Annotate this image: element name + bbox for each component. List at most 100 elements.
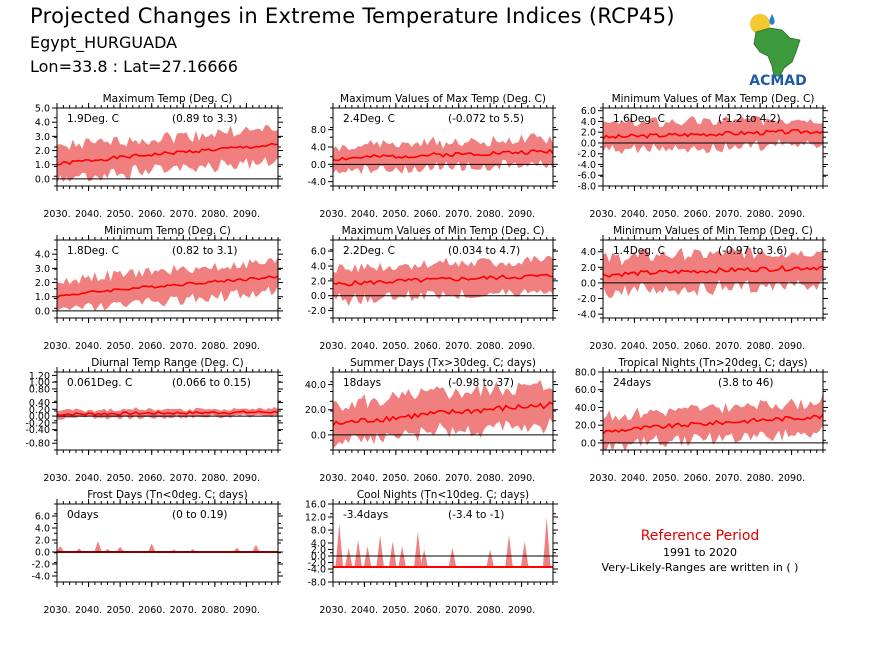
x-tick-label: 2080. xyxy=(201,209,228,220)
value-label: 24days xyxy=(613,377,651,389)
acmad-logo: ACMAD xyxy=(749,14,807,88)
median-line xyxy=(332,148,554,162)
x-tick-label: 2050. xyxy=(382,341,409,352)
x-tick-label: 2060. xyxy=(684,209,711,220)
y-tick-label: 1.00 xyxy=(29,378,50,389)
value-label: 0days xyxy=(67,509,98,521)
spike-mark xyxy=(56,546,64,552)
spike-mark xyxy=(344,547,353,568)
y-tick-label: 0.00 xyxy=(29,412,50,423)
spike-mark xyxy=(505,534,513,568)
chart-panel-9: 0.0 20.0 40.0 60.0 80.0 2030. 2040. 2050. 2060. 2… xyxy=(575,357,828,484)
y-tick-label: -0.40 xyxy=(25,425,50,436)
y-tick-label: 6.0 xyxy=(581,106,596,117)
spike-mark xyxy=(335,523,344,568)
y-tick-label: -8.0 xyxy=(307,578,326,589)
chart-title: Minimum Values of Max Temp (Deg. C) xyxy=(612,93,815,105)
water-drop-icon xyxy=(769,14,775,25)
value-label: 1.6Deg. C xyxy=(613,113,665,125)
y-tick-label: 0.0 xyxy=(311,552,326,563)
y-tick-label: 0.0 xyxy=(35,548,50,559)
chart-title: Tropical Nights (Tn>20deg. C; days) xyxy=(617,357,807,369)
x-tick-label: 2070. xyxy=(445,341,472,352)
station-name: Egypt_HURGUADA xyxy=(30,33,178,52)
y-tick-label: 2.0 xyxy=(581,128,596,139)
chart-panel-1: 0.0 1.0 2.0 3.0 4.0 5.0 2030. 2040. 2050. 2060. 20… xyxy=(35,93,283,220)
x-tick-label: 2080. xyxy=(747,341,774,352)
chart-panel-8: 0.0 20.0 40.0 2030. 2040. 2050. 2060. 2070. 2080… xyxy=(305,357,558,484)
y-tick-label: 0.0 xyxy=(311,430,326,441)
y-tick-label: 3.0 xyxy=(35,264,50,275)
x-tick-label: 2040. xyxy=(621,341,648,352)
y-tick-label: -2.0 xyxy=(31,560,50,571)
x-tick-label: 2030. xyxy=(589,473,616,484)
y-tick-label: 4.0 xyxy=(581,117,596,128)
y-tick-label: 20.0 xyxy=(305,405,326,416)
x-tick-label: 2070. xyxy=(715,341,742,352)
chart-title: Maximum Temp (Deg. C) xyxy=(103,93,233,105)
y-tick-label: 60.0 xyxy=(575,385,596,396)
y-tick-label: -4.0 xyxy=(577,160,596,171)
logo-text: ACMAD xyxy=(749,73,807,88)
x-tick-label: 2080. xyxy=(477,605,504,616)
x-tick-label: 2080. xyxy=(477,209,504,220)
y-tick-label: 0.0 xyxy=(35,306,50,317)
x-tick-label: 2090. xyxy=(233,341,260,352)
x-tick-label: 2060. xyxy=(414,341,441,352)
y-tick-label: 4.0 xyxy=(35,118,50,129)
x-tick-label: 2030. xyxy=(43,473,70,484)
x-tick-label: 2030. xyxy=(319,605,346,616)
reference-period-note: Very-Likely-Ranges are written in ( ) xyxy=(601,561,799,574)
median-line xyxy=(602,128,824,140)
x-tick-label: 2040. xyxy=(621,209,648,220)
y-tick-label: 4.0 xyxy=(35,524,50,535)
y-tick-label: 4.0 xyxy=(311,539,326,550)
x-tick-label: 2040. xyxy=(75,605,102,616)
x-tick-label: 2050. xyxy=(652,341,679,352)
spike-mark xyxy=(354,539,362,568)
chart-panel-2: -4.0 0.0 4.0 8.0 2030. 2040. 2050. 2060. 2070. 20… xyxy=(307,93,558,220)
y-tick-label: 2.0 xyxy=(311,545,326,556)
reference-period-years: 1991 to 2020 xyxy=(662,546,738,559)
x-tick-label: 2050. xyxy=(107,341,134,352)
range-label: (-0.98 to 37) xyxy=(448,377,514,389)
x-tick-label: 2060. xyxy=(138,209,165,220)
spike-mark xyxy=(363,546,372,568)
x-tick-label: 2080. xyxy=(477,341,504,352)
y-tick-label: 20.0 xyxy=(575,421,596,432)
y-tick-label: 2.0 xyxy=(581,263,596,274)
y-tick-label: 2.0 xyxy=(35,278,50,289)
y-tick-label: 3.0 xyxy=(35,132,50,143)
chart-title: Maximum Values of Min Temp (Deg. C) xyxy=(342,225,545,237)
y-tick-label: -0.20 xyxy=(25,418,50,429)
sun-icon xyxy=(750,14,770,34)
x-tick-label: 2060. xyxy=(138,341,165,352)
range-band xyxy=(333,379,553,449)
value-label: 2.2Deg. C xyxy=(343,245,395,257)
chart-panel-11: -8.0 -4.0-2.00.02.04.0 8.0 12.0 16.0 2030. 204… xyxy=(305,489,558,616)
spike-mark xyxy=(486,549,494,568)
y-tick-label: 8.0 xyxy=(311,526,326,537)
y-tick-label: 4.0 xyxy=(311,143,326,154)
value-label: 1.9Deg. C xyxy=(67,113,119,125)
x-tick-label: 2090. xyxy=(508,605,535,616)
x-tick-label: 2030. xyxy=(589,341,616,352)
x-tick-label: 2040. xyxy=(75,209,102,220)
y-tick-label: 2.0 xyxy=(35,536,50,547)
x-tick-label: 2050. xyxy=(107,209,134,220)
x-tick-label: 2050. xyxy=(652,209,679,220)
chart-panel-4: 0.0 1.0 2.0 3.0 4.0 2030. 2040. 2050. 2060. 2070.… xyxy=(35,225,283,352)
y-tick-label: 0.0 xyxy=(581,438,596,449)
figure-header: Projected Changes in Extreme Temperature… xyxy=(0,0,879,90)
x-tick-label: 2060. xyxy=(414,209,441,220)
x-tick-label: 2070. xyxy=(445,605,472,616)
median-line xyxy=(602,413,824,435)
x-tick-label: 2050. xyxy=(652,473,679,484)
range-label: (0 to 0.19) xyxy=(172,509,227,521)
chart-title: Minimum Temp (Deg. C) xyxy=(104,225,231,237)
x-tick-label: 2050. xyxy=(107,605,134,616)
x-tick-label: 2050. xyxy=(382,605,409,616)
value-label: 18days xyxy=(343,377,381,389)
chart-title: Maximum Values of Max Temp (Deg. C) xyxy=(340,93,546,105)
x-tick-label: 2060. xyxy=(414,473,441,484)
